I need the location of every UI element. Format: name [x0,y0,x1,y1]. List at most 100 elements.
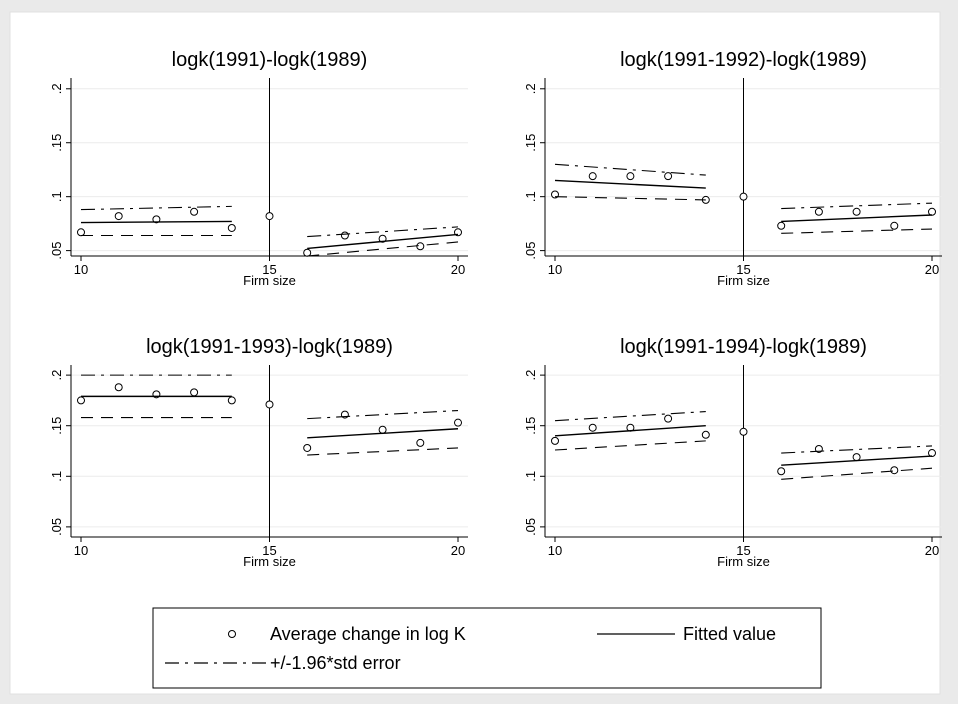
y-tick-label: .05 [523,242,538,260]
data-point [77,228,85,237]
data-point [588,172,597,181]
fitted-line [781,455,933,466]
fitted-line [554,425,706,437]
data-point [378,234,387,243]
x-tick-label: 15 [262,543,276,558]
legend-box [152,607,822,689]
x-tick-label: 10 [548,543,562,558]
y-tick-label: .2 [49,83,64,94]
ci-lower-line [781,467,933,480]
fitted-line [554,179,706,189]
fitted-line [80,220,232,224]
x-tick-label: 10 [74,262,88,277]
legend: Average change in log K Fitted value +/-… [152,607,822,689]
ci-upper-line [80,205,232,211]
legend-marker-icon [228,630,236,638]
panel-1: logk(1991)-logk(1989) .05 .1 .15 .2 10 15 20 Fir… [49,49,468,288]
legend-ci-label: +/-1.96*std error [270,653,401,673]
ci-lower-line [307,241,459,257]
data-point [928,449,936,458]
panel-title: logk(1991-1992)-logk(1989) [620,49,867,71]
data-point [77,396,85,405]
data-point [739,192,748,201]
data-point [890,466,899,475]
ci-lower-line [781,228,933,234]
y-tick-label: .15 [523,417,538,435]
y-tick-label: .15 [523,134,538,152]
data-point [340,231,349,240]
ci-upper-line [554,410,706,422]
fitted-line [307,233,459,250]
x-tick-label: 20 [925,543,939,558]
x-tick-label: 10 [548,262,562,277]
data-point [190,207,199,216]
data-point [852,207,861,216]
data-point [777,221,786,230]
data-point [739,427,748,436]
data-point [454,418,462,427]
data-point [551,436,559,445]
panel-4: logk(1991-1994)-logk(1989) .05 .1 .15 .2 10 15… [523,336,942,569]
panel-title: logk(1991-1993)-logk(1989) [146,336,393,358]
y-tick-label: .2 [523,83,538,94]
y-tick-label: .15 [49,134,64,152]
y-tick-label: .15 [49,417,64,435]
x-tick-label: 10 [74,543,88,558]
x-tick-label: 15 [262,262,276,277]
data-point [114,212,123,221]
data-point [626,172,635,181]
y-tick-label: .1 [523,471,538,482]
y-tick-label: .1 [523,191,538,202]
legend-fit-label: Fitted value [683,624,776,644]
data-point [852,453,861,462]
ci-lower-line [307,447,459,456]
x-axis-title: Firm size [717,554,770,569]
x-tick-label: 20 [451,543,465,558]
data-point [114,383,123,392]
data-point [701,430,710,439]
data-point [588,423,597,432]
x-tick-label: 20 [925,262,939,277]
ci-lower-line [554,440,706,451]
data-point [928,207,936,216]
x-tick-label: 15 [736,262,750,277]
data-point [890,221,899,230]
ci-upper-line [307,226,459,238]
legend-marker-label: Average change in log K [270,624,466,644]
data-point [814,207,823,216]
data-point [378,425,387,434]
x-axis-title: Firm size [717,273,770,288]
ci-upper-line [554,163,706,176]
y-tick-label: .1 [49,471,64,482]
data-point [265,400,274,409]
fitted-line [781,214,933,223]
panel-2: logk(1991-1992)-logk(1989) .05 .1 .15 .2 10 15… [523,49,942,288]
ci-upper-line [781,202,933,210]
fitted-line [307,428,459,439]
data-point [664,414,673,423]
x-tick-label: 15 [736,543,750,558]
data-point [265,212,274,221]
data-point [152,215,161,224]
y-tick-label: .2 [523,370,538,381]
y-tick-label: .1 [49,191,64,202]
y-tick-label: .05 [49,518,64,536]
data-point [416,242,425,251]
data-point [303,248,312,257]
panels: logk(1991)-logk(1989) .05 .1 .15 .2 10 15 20 Fir… [49,49,942,569]
data-point [664,172,673,181]
data-point [303,443,312,452]
panel-3: logk(1991-1993)-logk(1989) .05 .1 .15 .2 10 15… [49,336,468,569]
x-tick-label: 20 [451,262,465,277]
x-axis-title: Firm size [243,554,296,569]
y-tick-label: .05 [523,518,538,536]
ci-upper-line [781,445,933,454]
data-point [227,223,236,232]
panel-title: logk(1991-1994)-logk(1989) [620,336,867,358]
data-point [777,467,786,476]
ci-upper-line [307,409,459,420]
y-tick-label: .05 [49,242,64,260]
x-axis-title: Firm size [243,273,296,288]
ci-lower-line [554,196,706,201]
